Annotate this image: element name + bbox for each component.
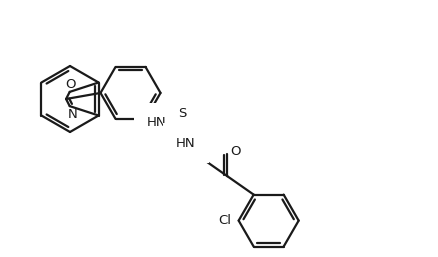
Text: O: O <box>65 78 76 91</box>
Text: S: S <box>177 107 186 121</box>
Text: Cl: Cl <box>218 214 231 227</box>
Text: HN: HN <box>175 136 195 150</box>
Text: O: O <box>230 145 240 158</box>
Text: N: N <box>68 108 78 121</box>
Text: HN: HN <box>147 116 166 130</box>
